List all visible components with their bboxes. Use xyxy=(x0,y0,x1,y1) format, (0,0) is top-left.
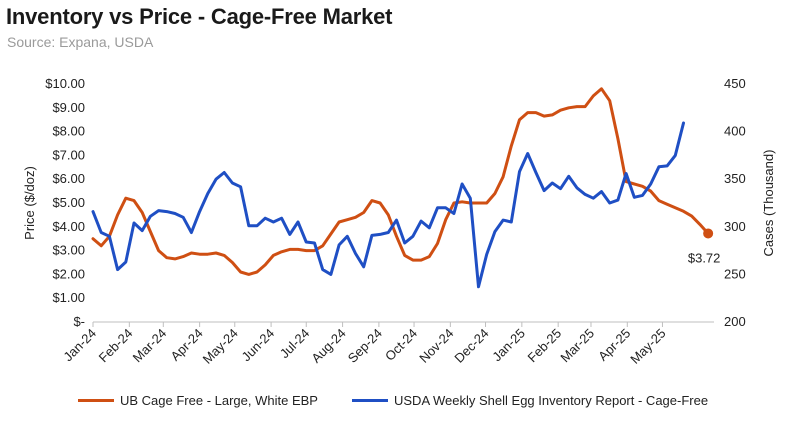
x-tick-label: Dec-24 xyxy=(451,326,491,366)
x-tick-label: Aug-24 xyxy=(308,326,348,366)
y-left-tick-label: $10.00 xyxy=(45,76,85,91)
y-right-tick-label: 400 xyxy=(724,124,746,139)
y-right-tick-label: 300 xyxy=(724,219,746,234)
y-left-tick-label: $9.00 xyxy=(52,100,85,115)
y-right-tick-label: 350 xyxy=(724,171,746,186)
x-tick-label: Nov-24 xyxy=(416,326,456,366)
chart-title: Inventory vs Price - Cage-Free Market xyxy=(6,4,393,29)
x-tick-label: Jan-25 xyxy=(489,326,528,365)
x-tick-label: Sep-24 xyxy=(345,326,385,366)
y-left-tick-label: $- xyxy=(73,314,85,329)
x-tick-label: Mar-25 xyxy=(557,326,597,366)
x-tick-label: May-24 xyxy=(200,326,241,367)
price-end-label: $3.72 xyxy=(688,250,721,265)
x-tick-label: Feb-24 xyxy=(96,326,136,366)
x-tick-label: Jan-24 xyxy=(60,326,99,365)
y-left-axis-title: Price ($/doz) xyxy=(22,166,37,240)
legend-swatch-inventory xyxy=(352,399,388,402)
y-left-tick-label: $3.00 xyxy=(52,243,85,258)
price-end-marker xyxy=(703,228,714,239)
y-right-tick-label: 250 xyxy=(724,266,746,281)
x-tick-label: Feb-25 xyxy=(525,326,565,366)
y-left-tick-label: $4.00 xyxy=(52,219,85,234)
price-series-line xyxy=(91,87,710,276)
inventory-series-line xyxy=(91,121,685,289)
y-left-tick-label: $8.00 xyxy=(52,124,85,139)
y-left-tick-label: $1.00 xyxy=(52,290,85,305)
legend-label-inventory: USDA Weekly Shell Egg Inventory Report -… xyxy=(394,393,709,408)
legend: UB Cage Free - Large, White EBP USDA Wee… xyxy=(0,393,800,413)
y-right-axis-title: Cases (Thousand) xyxy=(761,150,776,257)
y-right-tick-label: 200 xyxy=(724,314,746,329)
x-tick-label: Jul-24 xyxy=(277,326,313,362)
y-left-tick-label: $2.00 xyxy=(52,266,85,281)
y-right-tick-label: 450 xyxy=(724,76,746,91)
legend-item-price[interactable]: UB Cage Free - Large, White EBP xyxy=(78,393,318,408)
x-tick-label: Mar-24 xyxy=(130,326,170,366)
legend-label-price: UB Cage Free - Large, White EBP xyxy=(120,393,318,408)
y-left-tick-label: $5.00 xyxy=(52,195,85,210)
legend-item-inventory[interactable]: USDA Weekly Shell Egg Inventory Report -… xyxy=(352,393,708,408)
x-tick-label: May-25 xyxy=(627,326,668,367)
chart: $- $1.00 $2.00 $3.00 $4.00 $5.00 $6.00 $7.00 $8.… xyxy=(22,76,776,367)
x-tick-label: Apr-25 xyxy=(595,326,633,364)
chart-subtitle: Source: Expana, USDA xyxy=(7,34,154,50)
y-left-tick-label: $6.00 xyxy=(52,171,85,186)
y-left-tick-label: $7.00 xyxy=(52,147,85,162)
x-tick-label: Apr-24 xyxy=(168,326,206,364)
x-tick-label: Oct-24 xyxy=(382,326,420,364)
legend-swatch-price xyxy=(78,399,114,402)
x-tick-label: Jun-24 xyxy=(239,326,278,365)
